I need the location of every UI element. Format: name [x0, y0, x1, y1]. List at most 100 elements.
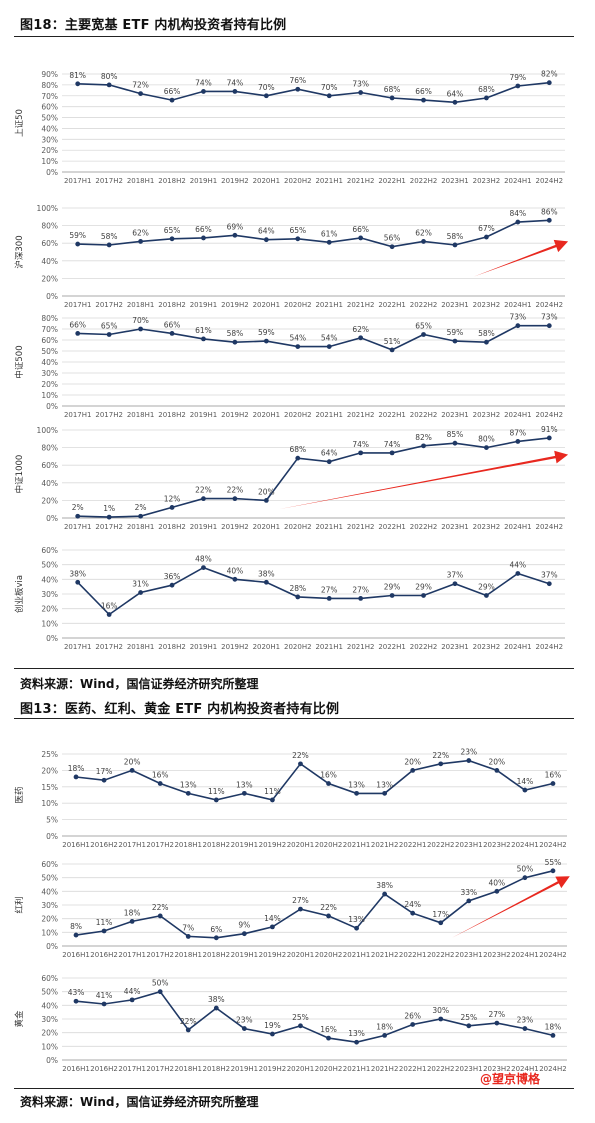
- y-tick-label: 20%: [41, 605, 58, 614]
- data-point: [263, 498, 269, 503]
- x-tick-label: 2020H2: [284, 301, 312, 309]
- x-tick-label: 2024H2: [536, 301, 564, 309]
- data-label: 13%: [348, 1029, 365, 1038]
- y-tick-label: 90%: [41, 70, 58, 79]
- data-point: [410, 910, 416, 916]
- data-point: [169, 505, 175, 510]
- data-label: 59%: [447, 328, 464, 337]
- y-tick-label: 25%: [41, 750, 58, 759]
- data-label: 18%: [545, 1022, 562, 1031]
- data-point: [421, 332, 426, 337]
- data-label: 22%: [152, 903, 169, 912]
- data-point: [201, 89, 206, 94]
- series-line: [77, 566, 550, 616]
- y-tick-label: 50%: [41, 874, 58, 883]
- figure2-top-rule: [14, 718, 574, 719]
- data-label: 62%: [132, 228, 149, 237]
- y-tick-label: 0%: [46, 1056, 58, 1065]
- data-point: [73, 932, 79, 938]
- data-point: [138, 91, 143, 96]
- y-axis-label: 创业板via: [14, 575, 25, 613]
- y-tick-label: 20%: [41, 146, 58, 155]
- x-tick-label: 2017H1: [118, 1065, 146, 1073]
- data-label: 38%: [69, 569, 86, 578]
- data-point: [138, 239, 143, 244]
- data-point: [157, 989, 163, 995]
- x-tick-label: 2023H2: [483, 951, 511, 959]
- y-tick-label: 60%: [41, 239, 58, 248]
- data-label: 73%: [510, 313, 527, 322]
- y-tick-label: 30%: [41, 901, 58, 910]
- data-label: 12%: [164, 494, 181, 503]
- data-label: 82%: [541, 70, 558, 79]
- x-tick-label: 2019H2: [259, 1065, 287, 1073]
- data-label: 14%: [264, 914, 281, 923]
- data-point: [75, 513, 81, 519]
- x-tick-label: 2019H1: [190, 177, 218, 185]
- data-point: [295, 236, 301, 242]
- chart-csi300: 0% 20% 40% 60% 80% 100% 沪深300 2017H1 2017H2 2018H…: [14, 204, 569, 309]
- x-tick-label: 2017H2: [95, 177, 123, 185]
- y-tick-label: 40%: [41, 479, 58, 488]
- data-label: 44%: [510, 560, 527, 569]
- data-point: [546, 581, 552, 587]
- x-tick-label: 2020H2: [315, 951, 343, 959]
- figure1-top-rule: [14, 36, 574, 37]
- data-point: [389, 244, 395, 250]
- data-point: [75, 241, 81, 247]
- x-tick-label: 2022H1: [399, 1065, 427, 1073]
- data-label: 80%: [478, 435, 495, 444]
- data-point: [354, 925, 359, 931]
- data-label: 14%: [517, 777, 534, 786]
- figure1-source: 资料来源：Wind，国信证券经济研究所整理: [20, 677, 259, 691]
- x-tick-label: 2022H2: [410, 177, 438, 185]
- x-tick-label: 2022H2: [427, 1065, 455, 1073]
- data-point: [169, 582, 175, 588]
- data-label: 43%: [68, 988, 85, 997]
- x-tick-label: 2021H2: [347, 523, 375, 531]
- x-tick-label: 2019H1: [190, 411, 218, 419]
- data-point: [522, 1026, 528, 1031]
- data-point: [354, 1039, 359, 1045]
- data-point: [157, 781, 163, 786]
- data-point: [354, 790, 359, 796]
- y-tick-label: 50%: [41, 347, 58, 356]
- data-point: [101, 928, 107, 934]
- x-tick-label: 2021H1: [315, 643, 343, 651]
- data-point: [326, 459, 332, 465]
- data-label: 1%: [103, 504, 115, 513]
- data-point: [515, 83, 521, 89]
- data-label: 68%: [384, 85, 401, 94]
- x-tick-label: 2021H1: [315, 177, 343, 185]
- data-label: 50%: [152, 979, 169, 988]
- data-label: 74%: [227, 78, 244, 87]
- data-point: [326, 93, 332, 99]
- data-label: 64%: [321, 449, 338, 458]
- series-line: [77, 81, 550, 104]
- data-label: 40%: [227, 566, 244, 575]
- x-tick-label: 2019H2: [259, 841, 287, 849]
- data-label: 62%: [415, 228, 432, 237]
- data-point: [213, 935, 219, 941]
- x-tick-label: 2022H2: [410, 411, 438, 419]
- data-point: [546, 435, 552, 441]
- x-tick-label: 2022H2: [427, 951, 455, 959]
- data-label: 16%: [101, 602, 118, 611]
- y-tick-label: 10%: [41, 157, 58, 166]
- data-label: 23%: [460, 748, 477, 757]
- data-point: [452, 581, 458, 587]
- x-tick-label: 2024H1: [511, 951, 539, 959]
- data-label: 20%: [489, 757, 506, 766]
- data-point: [232, 232, 238, 238]
- series-line: [77, 324, 550, 351]
- data-point: [515, 219, 521, 225]
- data-point: [270, 1031, 275, 1037]
- x-tick-label: 2021H1: [315, 523, 343, 531]
- data-label: 13%: [348, 915, 365, 924]
- data-label: 18%: [68, 764, 85, 773]
- data-point: [185, 790, 191, 796]
- data-label: 22%: [227, 486, 244, 495]
- data-label: 79%: [510, 73, 527, 82]
- chart-pharma: 0% 5% 10% 15% 20% 25% 医药 2016H1 2016H2 2017H1 2017…: [14, 748, 567, 849]
- x-tick-label: 2016H1: [62, 1065, 90, 1073]
